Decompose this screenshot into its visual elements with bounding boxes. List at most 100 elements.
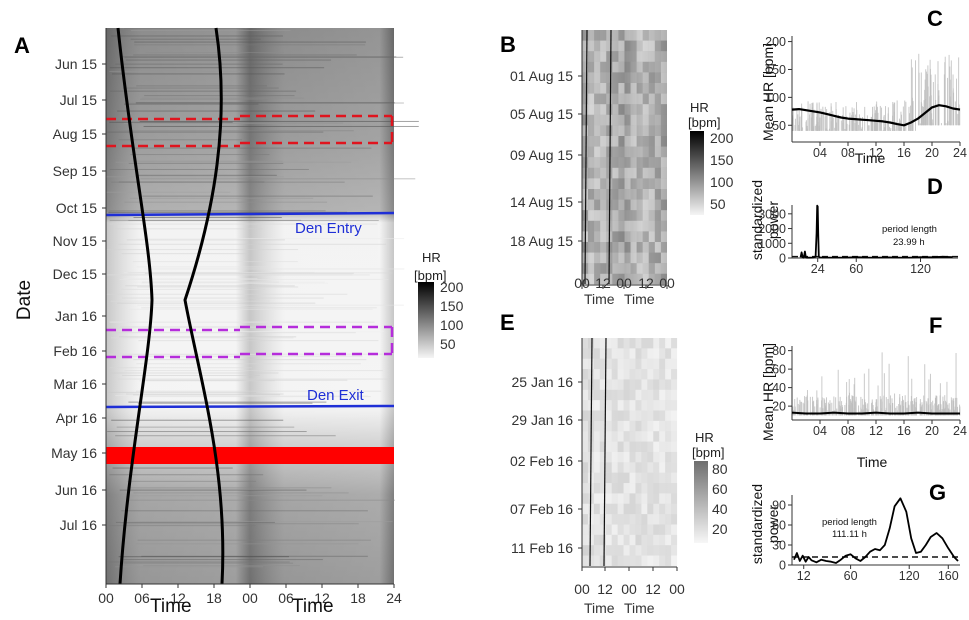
panel-b-cell <box>660 72 668 83</box>
panel-d-ylabel-2: power <box>765 201 781 239</box>
panel-e-cell <box>653 555 660 566</box>
panel-e-cell <box>659 369 666 380</box>
panel-b-cell <box>588 114 595 126</box>
panel-e-y-tick-label: 07 Feb 16 <box>510 501 573 517</box>
panel-e-cell <box>611 379 618 390</box>
panel-b-cell <box>654 125 661 136</box>
panel-b-cell <box>594 125 601 136</box>
panel-b-cell <box>600 30 607 41</box>
panel-e-cell <box>599 534 606 546</box>
panel-b-sunrise-line <box>584 29 588 285</box>
panel-e-cell <box>659 514 666 525</box>
panel-e-cell <box>605 503 612 515</box>
panel-b-cell <box>594 40 601 52</box>
panel-b-cell <box>612 167 619 179</box>
panel-a-noise-stripe <box>128 219 379 221</box>
panel-b-cell <box>660 51 668 62</box>
panel-b-x-tick-label: 00 <box>574 275 590 291</box>
panel-e-cell <box>665 483 672 494</box>
panel-a-noise-stripe <box>128 162 284 164</box>
panel-b-cell <box>642 93 649 105</box>
panel-e-cell <box>623 369 630 380</box>
panel-a-y-tick-label: Jun 15 <box>55 56 97 72</box>
panel-c-x-tick-label: 24 <box>953 146 967 160</box>
panel-f-x-tick-label: 04 <box>813 424 827 438</box>
panel-b-cell <box>612 146 619 158</box>
panel-e-cell <box>629 462 636 473</box>
panel-b-cell <box>630 178 637 189</box>
panel-e-cell <box>629 555 636 566</box>
panel-a-noise-stripe <box>111 73 285 75</box>
panel-a-noise-stripe <box>121 288 265 290</box>
panel-b-cell <box>612 231 619 242</box>
panel-e-cell <box>593 555 600 566</box>
panel-b-cell <box>648 93 655 105</box>
panel-e-cell <box>611 462 618 473</box>
panel-e-cell <box>665 534 672 546</box>
panel-e-cell <box>653 514 660 525</box>
panel-b-cell <box>618 178 625 189</box>
panel-e-cell <box>671 472 678 484</box>
panel-e-cell <box>593 524 600 535</box>
panel-e-cell <box>593 514 600 525</box>
panel-b-cell <box>618 83 625 94</box>
panel-b-cell <box>600 51 607 62</box>
panel-b-cell <box>636 114 643 126</box>
panel-a-noise-stripe <box>128 122 344 124</box>
panel-e-cell <box>617 431 624 442</box>
panel-e-x-tick-label: 12 <box>597 581 613 597</box>
panel-e-cell <box>635 379 642 390</box>
den-entry-line <box>105 211 395 217</box>
panel-a-noise-stripe <box>141 282 328 284</box>
panel-e-cell <box>599 389 606 401</box>
panel-b-cell <box>642 178 649 189</box>
panel-d-x-tick-label: 120 <box>910 262 931 276</box>
panel-a-noise-stripe <box>118 139 243 141</box>
panel-f-y-tick-label: 40 <box>772 381 786 395</box>
panel-b-cell <box>600 263 607 274</box>
panel-b-cell <box>654 220 661 232</box>
panel-b-cell <box>606 125 613 136</box>
legend-a-title-2: [bpm] <box>414 268 447 283</box>
panel-b-cell <box>588 61 595 73</box>
panel-e-cell <box>653 472 660 484</box>
panel-e-cell <box>605 483 612 494</box>
panel-b-cell <box>654 157 661 168</box>
panel-e-cell <box>647 545 654 556</box>
panel-e-cell <box>635 514 642 525</box>
panel-b-cell <box>612 93 619 105</box>
panel-d-y-tick-label: 1000 <box>758 237 786 251</box>
panel-b-cell <box>654 40 661 52</box>
panel-g: G standardized power period length 111.1… <box>749 480 960 583</box>
panel-e-cell <box>611 472 618 484</box>
legend-e-colorbar <box>694 461 708 543</box>
panel-e-cell <box>617 483 624 494</box>
panel-a-noise-stripe <box>110 90 297 92</box>
panel-e-cell <box>599 451 606 463</box>
panel-e-cell <box>665 524 672 535</box>
panel-a-noise-stripe <box>115 161 352 163</box>
panel-a-noise-stripe <box>118 243 387 245</box>
panel-e-cell <box>605 472 612 484</box>
panel-e-cell <box>617 534 624 546</box>
panel-b-cell <box>582 93 589 105</box>
panel-b-cell <box>588 231 595 242</box>
panel-e-cell <box>641 493 648 504</box>
panel-b-cell <box>660 167 668 179</box>
panel-e-cell <box>659 431 666 442</box>
panel-b-cell <box>594 93 601 105</box>
panel-e-cell <box>605 400 612 411</box>
panel-a-noise-stripe <box>136 85 267 87</box>
panel-a-noise-stripe <box>112 467 233 469</box>
panel-b-cell <box>618 125 625 136</box>
panel-e-cell <box>665 410 672 421</box>
panel-e-cell <box>635 420 642 432</box>
panel-e-cell <box>605 358 612 370</box>
panel-f-y-tick-label: 80 <box>772 344 786 358</box>
panel-a-noise-stripe <box>135 174 277 176</box>
panel-a-noise-stripe <box>135 543 359 545</box>
panel-e-cell <box>611 545 618 556</box>
panel-b-cell <box>600 167 607 179</box>
panel-e-cell <box>593 545 600 556</box>
panel-e-cell <box>647 441 654 452</box>
